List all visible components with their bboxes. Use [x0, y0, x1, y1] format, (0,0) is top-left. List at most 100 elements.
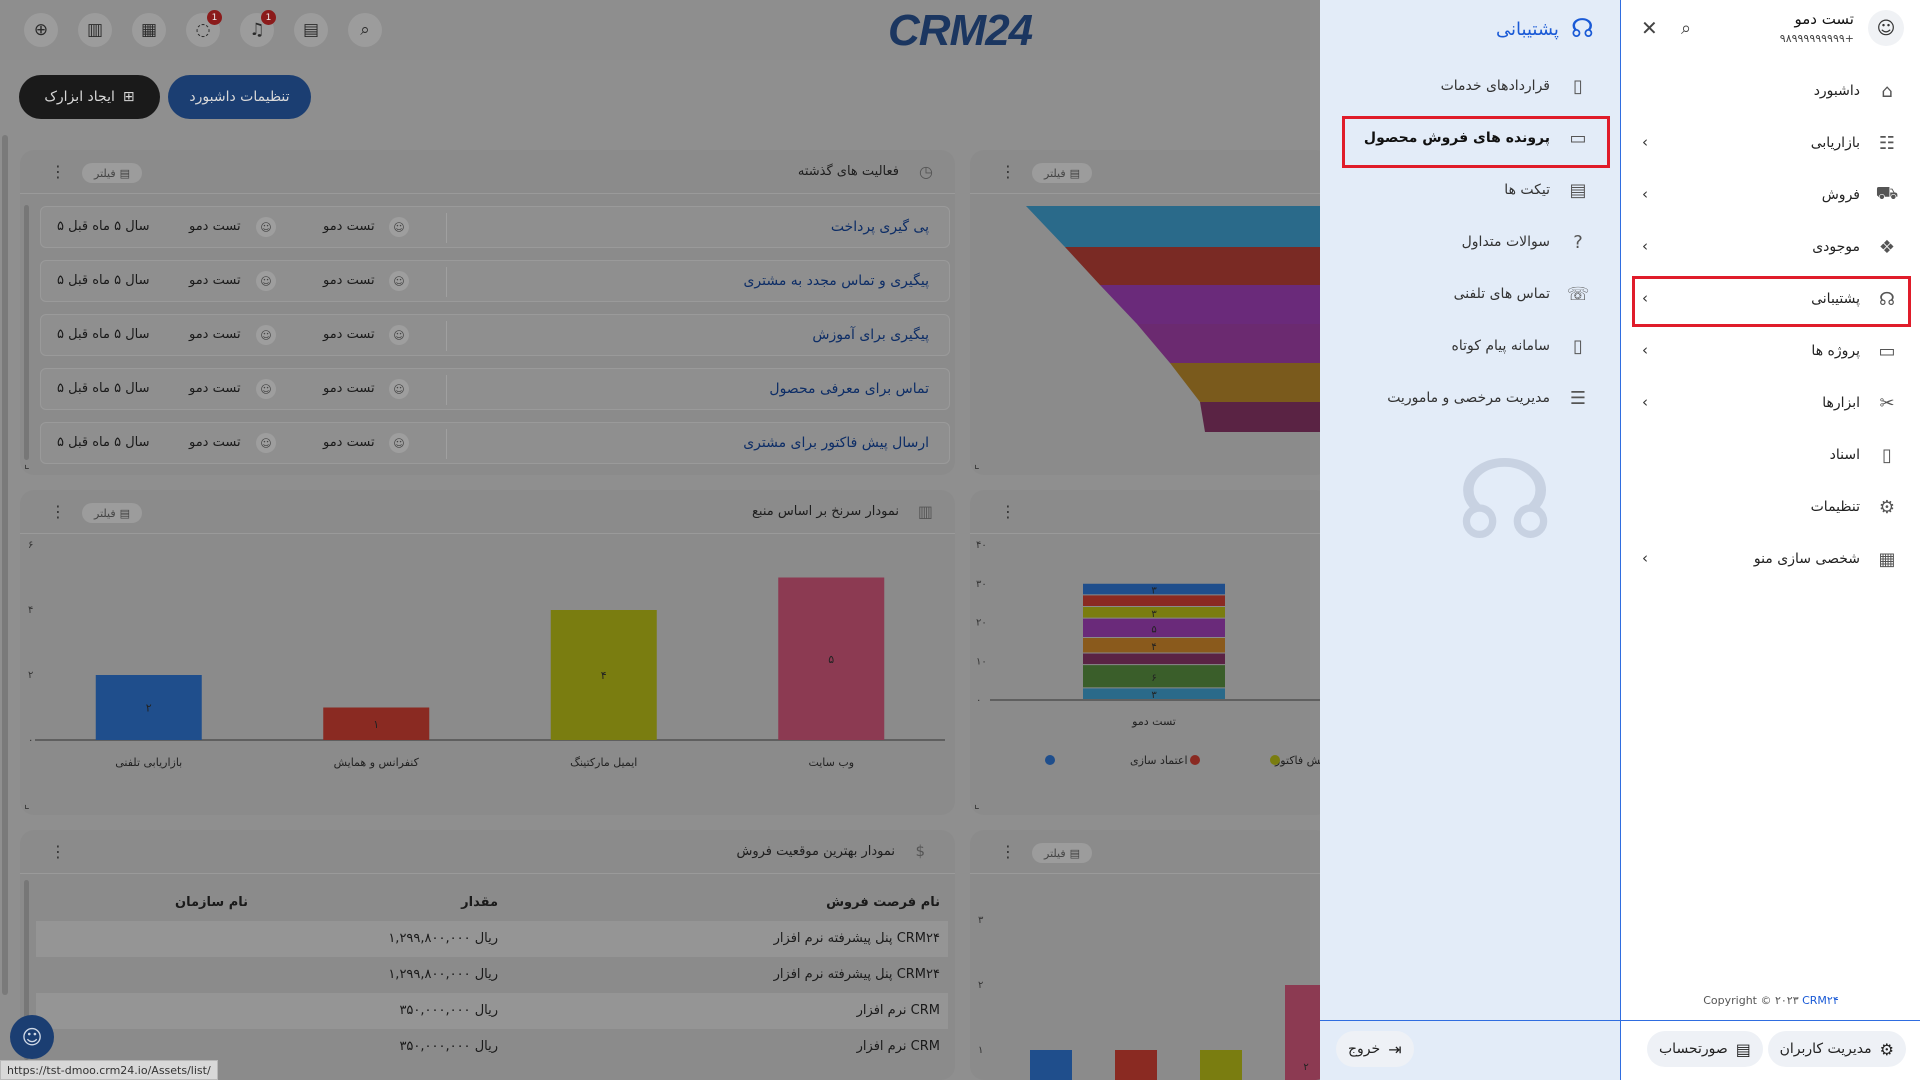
submenu-footer-divider — [1320, 1020, 1620, 1021]
cart-icon: ⛟ — [1875, 183, 1899, 204]
activity-title[interactable]: پی گیری پرداخت — [830, 219, 929, 235]
table-header: نام فرصت فروش مقدار نام سازمان — [36, 885, 948, 921]
bar — [550, 610, 657, 740]
x-tick-label: ایمیل مارکتینگ — [570, 756, 637, 769]
user-icon: ☺ — [256, 433, 276, 453]
support-chat-icon[interactable]: ☺ — [10, 1015, 54, 1059]
activity-row[interactable]: پیگیری و تماس مجدد به مشتری ☺ تست دمو ☺ تست … — [40, 260, 950, 302]
filter-label: فیلتر — [94, 166, 116, 180]
activity-row[interactable]: تماس برای معرفی محصول ☺ تست دمو ☺ تست دمو ۵ س… — [40, 368, 950, 410]
search-icon[interactable]: ⌕ — [1681, 18, 1692, 39]
cell-amount: ۱,۲۹۹,۸۰۰,۰۰۰ ریال — [388, 967, 498, 982]
resize-handle[interactable]: ⌞ — [24, 797, 30, 811]
more-icon[interactable]: ⋮ — [50, 502, 66, 521]
activity-title[interactable]: پیگیری برای آموزش — [812, 327, 929, 343]
submenu-item[interactable]: تیکت ها ▤ — [1504, 170, 1590, 210]
bell-icon[interactable]: ♫ 1 — [240, 10, 276, 47]
submenu-item[interactable]: سامانه پیام کوتاه ▯ — [1451, 326, 1590, 366]
table-row[interactable]: پنل پیشرفته نرم افزار CRM۲۴ ۱,۲۹۹,۸۰۰,۰۰۰… — [36, 921, 948, 957]
small-chart-card: فیلتر▤ ⋮ ۱۲۳۱۱۱۲ — [970, 830, 1330, 1080]
submenu-item-label: تماس های تلفنی — [1453, 286, 1550, 302]
user-avatar-icon[interactable]: ☺ — [1868, 10, 1904, 46]
menu-item[interactable]: ⌂ داشبورد — [1640, 71, 1900, 111]
activity-title[interactable]: ارسال پیش فاکتور برای مشتری — [743, 435, 929, 451]
chat-icon[interactable]: ◌ 1 — [186, 10, 222, 47]
filter-button[interactable]: فیلتر ▤ — [82, 503, 143, 523]
more-icon[interactable]: ⋮ — [50, 842, 66, 861]
user-phone: ۹۸۹۹۹۹۹۹۹۹۹+ — [1779, 32, 1854, 45]
more-icon[interactable]: ⋮ — [50, 162, 66, 181]
x-tick-label: تست دمو — [1131, 715, 1176, 728]
menu-item[interactable]: ▭ پروژه ها ‹ — [1640, 331, 1900, 371]
funnel-stage-6 — [1200, 402, 1330, 432]
resize-handle[interactable]: ⌞ — [974, 797, 980, 811]
activity-user: تست دمو — [323, 381, 375, 396]
chevron-left-icon[interactable]: ‹ — [1642, 133, 1648, 151]
filter-button[interactable]: فیلتر ▤ — [1032, 163, 1093, 183]
page-scrollbar[interactable] — [2, 135, 8, 995]
menu-item[interactable]: ▯ اسناد — [1640, 435, 1900, 475]
segment-value-label: ۵ — [1151, 624, 1156, 635]
submenu-item[interactable]: سوالات متداول? — [1462, 222, 1590, 262]
activity-row[interactable]: ارسال پیش فاکتور برای مشتری ☺ تست دمو ☺ تست … — [40, 422, 950, 464]
filter-button[interactable]: فیلتر ▤ — [1032, 843, 1093, 863]
table-row[interactable]: نرم افزار CRM ۳۵۰,۰۰۰,۰۰۰ ریال — [36, 993, 948, 1029]
submenu-item[interactable]: قراردادهای خدمات ▯ — [1441, 66, 1590, 106]
activity-row[interactable]: پیگیری برای آموزش ☺ تست دمو ☺ تست دمو ۵ سال ۵… — [40, 314, 950, 356]
activity-title[interactable]: تماس برای معرفی محصول — [769, 381, 929, 397]
card-scrollbar[interactable] — [24, 205, 29, 460]
calendar-icon[interactable]: ▦ — [132, 13, 166, 47]
more-icon[interactable]: ⋮ — [1000, 842, 1016, 861]
submenu-item-label: سامانه پیام کوتاه — [1451, 338, 1550, 354]
close-icon[interactable]: ✕ — [1641, 16, 1658, 40]
chevron-left-icon[interactable]: ‹ — [1642, 185, 1648, 203]
menu-item[interactable]: ☊ پشتیبانی ‹ — [1640, 279, 1900, 319]
clipboard-icon[interactable]: ▤ — [294, 13, 328, 47]
filter-button[interactable]: فیلتر ▤ — [82, 163, 143, 183]
user-name: تست دمو — [1794, 10, 1854, 28]
more-icon[interactable]: ⋮ — [1000, 502, 1016, 521]
submenu-item[interactable]: تماس های تلفنی ☏ — [1454, 274, 1590, 314]
submenu-item[interactable]: مدیریت مرخصی و ماموریت ☰ — [1387, 378, 1590, 418]
filter-label: فیلتر — [1044, 166, 1066, 180]
menu-item[interactable]: ✂ ابزارها ‹ — [1640, 383, 1900, 423]
card-scrollbar[interactable] — [24, 880, 29, 1060]
chevron-left-icon[interactable]: ‹ — [1642, 549, 1648, 567]
chevron-left-icon[interactable]: ‹ — [1642, 289, 1648, 307]
document-icon: ▯ — [1882, 444, 1892, 466]
user-management-button[interactable]: مدیریت کاربران ⚙ — [1767, 1031, 1906, 1067]
activity-title[interactable]: پیگیری و تماس مجدد به مشتری — [743, 273, 929, 289]
create-widget-button[interactable]: ایجاد ابزارک ⊞ — [19, 75, 160, 119]
menu-item[interactable]: ▦ شخصی سازی منو ‹ — [1640, 539, 1900, 579]
menu-item[interactable]: ⚙ تنظیمات — [1640, 487, 1900, 527]
invoice-button[interactable]: صورتحساب ▤ — [1647, 1031, 1763, 1067]
resize-handle[interactable]: ⌞ — [24, 457, 30, 471]
cell-name: نرم افزار CRM — [856, 1039, 940, 1054]
copyright-brand[interactable]: CRM۲۴ — [1802, 994, 1839, 1007]
chevron-left-icon[interactable]: ‹ — [1642, 237, 1648, 255]
gear-icon: ⚙ — [1878, 496, 1896, 518]
submenu-item-label: مدیریت مرخصی و ماموریت — [1387, 390, 1550, 406]
menu-item[interactable]: ❖ موجودی ‹ — [1640, 227, 1900, 267]
x-tick-label: وب سایت — [808, 756, 854, 769]
logout-button[interactable]: خروج ⇥ — [1336, 1031, 1414, 1067]
y-tick-label: ۴۰ — [976, 540, 987, 551]
users-gear-icon: ⚙ — [1879, 1039, 1894, 1059]
resize-handle[interactable]: ⌞ — [974, 457, 980, 471]
activity-row[interactable]: پی گیری پرداخت ☺ تست دمو ☺ تست دمو ۵ سال ۵ ما… — [40, 206, 950, 248]
activity-user: تست دمو — [323, 327, 375, 342]
chart-icon[interactable]: ▥ — [78, 13, 112, 47]
add-icon[interactable]: ⊕ — [24, 13, 58, 47]
menu-item[interactable]: ☷ بازاریابی ‹ — [1640, 123, 1900, 163]
table-row[interactable]: نرم افزار CRM ۳۵۰,۰۰۰,۰۰۰ ریال — [36, 1029, 948, 1065]
dashboard-settings-button[interactable]: تنظیمات داشبورد — [168, 75, 311, 119]
submenu-item[interactable]: پرونده های فروش محصول ▭ — [1364, 118, 1590, 158]
chevron-left-icon[interactable]: ‹ — [1642, 393, 1648, 411]
chevron-left-icon[interactable]: ‹ — [1642, 341, 1648, 359]
menu-item[interactable]: ⛟ فروش ‹ — [1640, 175, 1900, 215]
more-icon[interactable]: ⋮ — [1000, 162, 1016, 181]
table-row[interactable]: پنل پیشرفته نرم افزار CRM۲۴ ۱,۲۹۹,۸۰۰,۰۰۰… — [36, 957, 948, 993]
search-icon[interactable]: ⌕ — [348, 13, 382, 47]
submenu-header: پشتیبانی ☊ — [1496, 14, 1594, 44]
headset-icon: ☊ — [1570, 14, 1594, 44]
